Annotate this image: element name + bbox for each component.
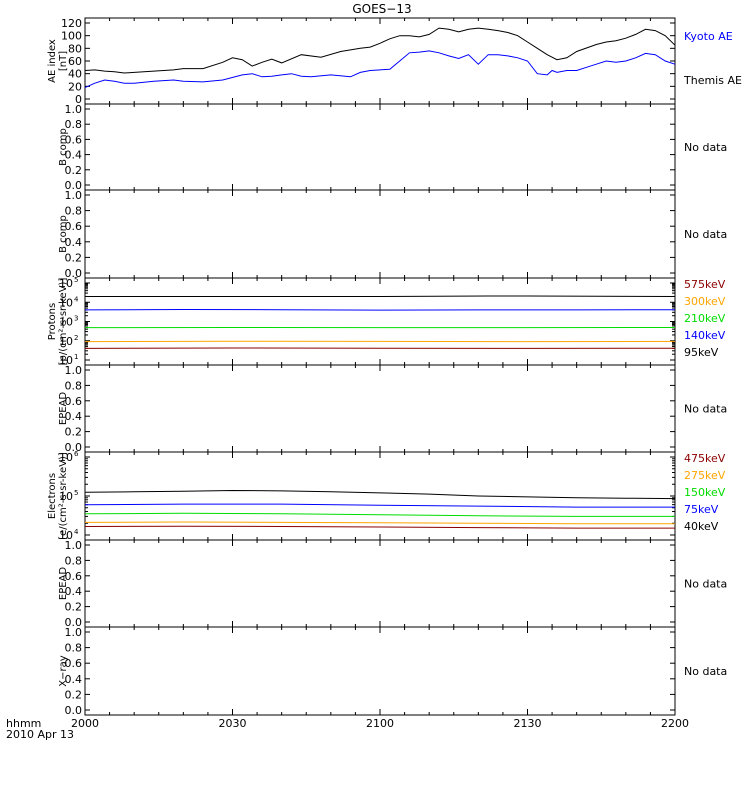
status-no-data: No data: [684, 403, 727, 416]
legend-entry-themis-ae: Themis AE: [683, 74, 742, 87]
legend-entry-300kev: 300keV: [684, 295, 726, 308]
ytick-label: 20: [68, 80, 82, 93]
legend-entry-475kev: 475keV: [684, 452, 726, 465]
series-line-275kev: [85, 522, 675, 524]
legend-entry-75kev: 75keV: [684, 503, 719, 516]
series-line-themis-ae: [85, 28, 675, 73]
ylabel-xray: X−ray: [58, 655, 69, 686]
legend-entry-40kev: 40keV: [684, 520, 719, 533]
ylabel-protons: [p/(cm²-s-sr-keV)]: [58, 278, 69, 366]
panel-frame-b2: [85, 190, 675, 278]
status-no-data: No data: [684, 228, 727, 241]
panel-frame-xray: [85, 627, 675, 715]
ytick-label: 60: [68, 55, 82, 68]
ytick-exponent: 4: [74, 528, 79, 536]
ytick-exponent: 1: [74, 353, 78, 361]
ytick-label: 0.8: [65, 642, 83, 655]
panel-frame-epead2: [85, 540, 675, 627]
ytick-label: 1.0: [65, 626, 83, 639]
series-line-140kev: [85, 310, 675, 311]
ytick-label: 0.2: [65, 426, 83, 439]
ytick-label: 40: [68, 68, 82, 81]
series-line-kyoto-ae: [85, 51, 675, 88]
ytick-label: 1.0: [65, 189, 83, 202]
ytick-label: 1.0: [65, 364, 83, 377]
ytick-exponent: 5: [74, 276, 78, 284]
series-line-475kev: [85, 526, 675, 528]
legend-entry-kyoto-ae: Kyoto AE: [684, 30, 733, 43]
panel-frame-b1: [85, 104, 675, 190]
legend-entry-150kev: 150keV: [684, 486, 726, 499]
legend-entry-95kev: 95keV: [684, 346, 719, 359]
ytick-label: 0.0: [65, 704, 83, 717]
plot-title: GOES−13: [352, 2, 411, 16]
xtick-label: 2100: [366, 717, 394, 730]
xtick-label: 2030: [219, 717, 247, 730]
ylabel-b2: B comp: [58, 215, 69, 253]
ytick-exponent: 3: [74, 315, 78, 323]
panel-frame-ae: [85, 18, 675, 104]
ytick-label: 0.2: [65, 688, 83, 701]
legend-entry-575kev: 575keV: [684, 278, 726, 291]
ytick-label: 80: [68, 42, 82, 55]
ylabel-ae: AE index: [47, 39, 58, 83]
status-no-data: No data: [684, 141, 727, 154]
panel-frame-protons: [85, 278, 675, 365]
series-line-75kev: [85, 504, 675, 507]
series-line-40kev: [85, 491, 675, 499]
status-no-data: No data: [684, 578, 727, 591]
legend-entry-210kev: 210keV: [684, 312, 726, 325]
ytick-label: 100: [61, 30, 82, 43]
ytick-exponent: 2: [74, 334, 78, 342]
ytick-label: 120: [61, 17, 82, 30]
ytick-label: 0.2: [65, 601, 83, 614]
ytick-exponent: 4: [74, 295, 79, 303]
legend-entry-140kev: 140keV: [684, 329, 726, 342]
ylabel-b1: B comp: [58, 128, 69, 166]
status-no-data: No data: [684, 665, 727, 678]
time-axis-label-date: 2010 Apr 13: [6, 728, 74, 741]
xtick-label: 2000: [71, 717, 99, 730]
ytick-exponent: 5: [74, 489, 78, 497]
ytick-label: 1.0: [65, 539, 83, 552]
ylabel-epead2: EPEAD: [58, 567, 69, 601]
ytick-label: 1.0: [65, 103, 83, 116]
xtick-label: 2130: [514, 717, 542, 730]
ylabel-electrons: [e/(cm²-s-sr-keV)]: [58, 452, 69, 540]
xtick-label: 2200: [661, 717, 689, 730]
ytick-exponent: 6: [74, 450, 79, 458]
ytick-label: 0.8: [65, 379, 83, 392]
series-line-150kev: [85, 513, 675, 516]
ylabel-ae: [nT]: [58, 51, 69, 71]
legend-entry-275kev: 275keV: [684, 469, 726, 482]
ylabel-protons: Protons: [47, 303, 58, 340]
ylabel-epead1: EPEAD: [58, 392, 69, 426]
series-line-95kev: [85, 296, 675, 297]
ytick-label: 0.8: [65, 554, 83, 567]
panel-frame-epead1: [85, 365, 675, 452]
ylabel-electrons: Electrons: [47, 473, 58, 519]
